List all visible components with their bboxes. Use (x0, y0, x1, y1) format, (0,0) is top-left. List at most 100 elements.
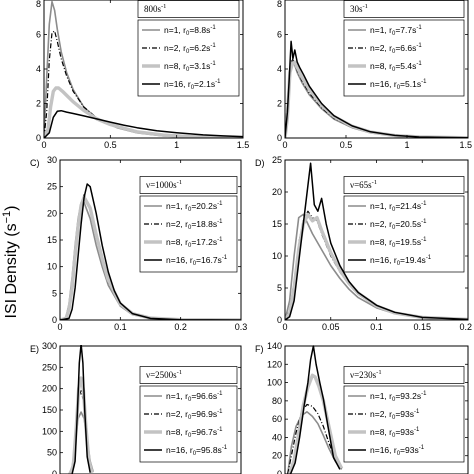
legend-entry: n=1, r0=8.8s-1 (164, 25, 216, 37)
panel-2-legend: 30s-1n=1, r0=7.7s-1 n=2, r0=6.6s-1 n=8, r0… (343, 0, 465, 97)
legend-entry: n=1, r0=7.7s-1 (370, 25, 422, 37)
series-line-3 (68, 376, 94, 474)
y-tick-label: 140 (267, 341, 282, 351)
legend-entry: n=16, r0=95.8s-1 (166, 445, 228, 457)
panel-label: F) (255, 344, 264, 354)
legend-entry: n=16, r0=5.1s-1 (370, 79, 427, 91)
series-line-1 (286, 411, 343, 474)
figure-y-label-exp: −1 (1, 211, 13, 224)
y-tick-label: 200 (42, 384, 57, 394)
y-tick-label: 0 (277, 469, 282, 474)
panel-4-legend: ν=65s-1 n=1, r0=21.4s-1 n=2, r0=20.5s-1 n=8… (343, 176, 465, 273)
y-tick-label: 40 (272, 432, 282, 442)
y-tick-label: 0 (52, 315, 57, 325)
series-line-4 (285, 162, 468, 320)
nu-label: ν=2500s-1 (146, 369, 182, 380)
y-tick-label: 4 (36, 64, 41, 74)
x-tick-label: 0.2 (459, 322, 472, 332)
x-tick-label: 0 (282, 140, 287, 150)
y-tick-label: 100 (42, 426, 57, 436)
y-tick-label: 25 (47, 182, 57, 192)
x-tick-label: 1.5 (459, 140, 472, 150)
x-tick-label: 0.15 (413, 322, 431, 332)
panel-6-plot-area (286, 345, 344, 474)
y-tick-label: 2 (277, 99, 282, 109)
y-tick-label: 5 (52, 288, 57, 298)
nu-label: ν=1000s-1 (146, 179, 182, 190)
panel-1-legend: 800s-1 n=1, r0=8.8s-1 n=2, r0=6.2s-1 n=8, r… (137, 0, 240, 97)
y-tick-label: 15 (47, 235, 57, 245)
panel-6-legend: ν=230s-1 n=1, r0=93.2s-1 n=2, r0=93s-1 n=8,… (343, 366, 465, 463)
y-tick-label: 60 (272, 414, 282, 424)
y-tick-label: 5 (277, 283, 282, 293)
series-line-4 (285, 40, 468, 138)
legend-entry: n=8, r0=17.2s-1 (166, 237, 223, 249)
x-tick-label: 0 (282, 322, 287, 332)
series-line-4 (44, 109, 243, 138)
x-tick-label: 0 (57, 322, 62, 332)
y-tick-label: 8 (277, 0, 282, 9)
series-line-2 (287, 403, 343, 474)
x-tick-label: 0.5 (104, 140, 117, 150)
series-line-3 (287, 373, 344, 474)
y-tick-label: 6 (277, 30, 282, 40)
panel-4-plot-area (285, 162, 468, 320)
y-tick-label: 50 (47, 448, 57, 458)
y-tick-label: 30 (47, 155, 57, 165)
y-tick-label: 2 (36, 99, 41, 109)
x-tick-label: 0.1 (114, 322, 127, 332)
legend-entry: n=2, r0=93s-1 (370, 409, 420, 421)
y-tick-label: 10 (47, 262, 57, 272)
panel-1: 0 2 4 6 8 0 0.5 1 1.5 800s-1 n=1, r0=8.8s-1 n=2, r0… (36, 0, 249, 150)
figure-y-label: ISI Density (s−1) (1, 205, 20, 318)
legend-entry: n=2, r0=96.9s-1 (166, 409, 223, 421)
nu-label: ν=230s-1 (350, 369, 382, 380)
y-tick-label: 15 (272, 219, 282, 229)
y-tick-label: 0 (277, 315, 282, 325)
series-line-4 (60, 183, 241, 320)
y-tick-label: 20 (272, 187, 282, 197)
panel-label: E) (30, 344, 39, 354)
panel-label: D) (255, 158, 265, 168)
nu-label: 30s-1 (350, 3, 368, 14)
legend-entry: n=8, r0=19.5s-1 (370, 237, 427, 249)
figure-y-label-text: ISI Density (s (3, 223, 20, 318)
y-tick-label: 0 (36, 133, 41, 143)
nu-label-box (343, 0, 465, 18)
nu-label-box (139, 366, 238, 384)
panel-3-legend: ν=1000s-1 n=1, r0=20.2s-1 n=2, r0=18.8s-1 n… (139, 176, 238, 273)
y-tick-label: 0 (52, 469, 57, 474)
x-tick-label: 0.1 (370, 322, 383, 332)
series-line-2 (44, 30, 243, 138)
panel-3: 0 5 10 15 20 25 30 0 0.1 0.2 0.3 C) ν=1000s-1 n=1, r0… (30, 155, 247, 332)
y-tick-label: 6 (36, 30, 41, 40)
series-line-4 (71, 345, 91, 474)
panel-1-plot-area (44, 0, 243, 138)
y-tick-label: 150 (42, 405, 57, 415)
legend-entry: n=2, r0=20.5s-1 (370, 219, 427, 231)
y-tick-label: 10 (272, 251, 282, 261)
panel-5-legend: ν=2500s-1 n=1, r0=96.6s-1 n=2, r0=96.9s-1 n… (139, 366, 238, 463)
nu-label-box (343, 176, 465, 194)
legend-entry: n=8, r0=3.1s-1 (164, 61, 216, 73)
x-tick-label: 0.05 (322, 322, 340, 332)
panel-label: C) (30, 158, 40, 168)
x-tick-label: 1 (404, 140, 409, 150)
figure-y-label-close: ) (3, 205, 20, 210)
x-tick-label: 0.3 (235, 322, 248, 332)
x-tick-label: 0.2 (174, 322, 187, 332)
legend-entry: n=2, r0=6.6s-1 (370, 43, 422, 55)
y-tick-label: 4 (277, 64, 282, 74)
legend-entry: n=2, r0=18.8s-1 (166, 219, 223, 231)
panel-3-plot-area (60, 183, 241, 320)
panel-6-axes-box (284, 345, 469, 474)
legend-entry: n=16, r0=19.4s-1 (370, 255, 432, 267)
nu-label-box (137, 0, 240, 18)
x-tick-label: 1 (174, 140, 179, 150)
x-tick-label: 1.5 (237, 140, 250, 150)
legend-entry: n=8, r0=93s-1 (370, 427, 420, 439)
legend-entry: n=1, r0=96.6s-1 (166, 391, 223, 403)
